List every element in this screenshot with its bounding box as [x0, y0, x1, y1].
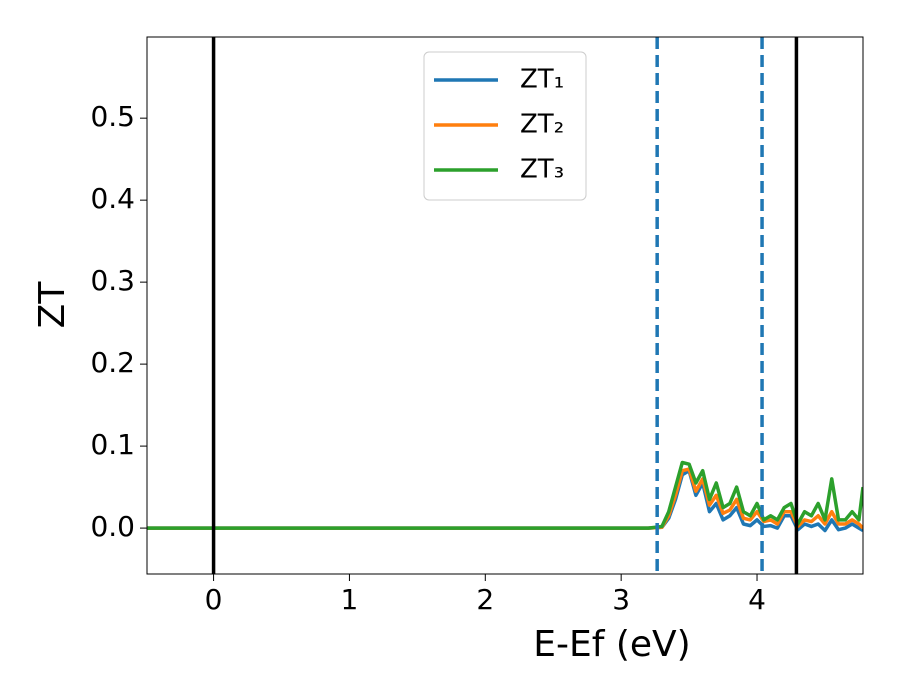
series-line: [147, 467, 863, 530]
legend-label: ZT₂: [520, 110, 564, 140]
legend-box: [423, 51, 587, 201]
x-tick-label: 3: [612, 583, 630, 616]
y-tick-label: 0.4: [90, 182, 135, 215]
y-tick-label: 0.1: [90, 428, 135, 461]
x-tick-label: 4: [748, 583, 766, 616]
y-tick-label: 0.3: [90, 264, 135, 297]
series-line: [147, 468, 863, 533]
x-tick-label: 1: [341, 583, 359, 616]
y-tick-label: 0.5: [90, 100, 135, 133]
y-axis-label: ZT: [32, 281, 73, 329]
plot-area: [147, 37, 863, 574]
x-tick-label: 2: [476, 583, 494, 616]
plot-frame: [146, 36, 864, 575]
x-tick-label: 0: [205, 583, 223, 616]
x-axis-label: E-Ef (eV): [533, 624, 690, 665]
y-tick-label: 0.2: [90, 346, 135, 379]
y-tick-label: 0.0: [90, 510, 135, 543]
series-line: [147, 460, 863, 530]
legend-label: ZT₁: [520, 65, 564, 95]
legend-label: ZT₃: [520, 155, 564, 185]
